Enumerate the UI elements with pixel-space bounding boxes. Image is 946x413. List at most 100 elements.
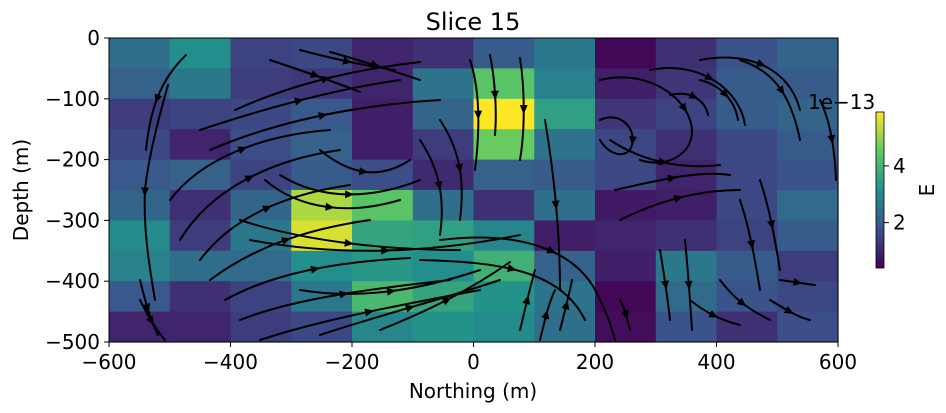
heatmap-cell: [595, 281, 657, 313]
heatmap-cell: [352, 129, 414, 161]
streamline: [239, 279, 451, 321]
y-tick-label: −300: [45, 208, 100, 232]
heatmap-cell: [109, 311, 171, 343]
stream-arrow: [783, 305, 794, 314]
heatmap-cell: [109, 68, 171, 100]
streamline: [599, 76, 693, 164]
streamline: [599, 116, 634, 156]
heatmap-cell: [230, 311, 292, 343]
heatmap-cell: [412, 68, 475, 100]
heatmap-cell: [473, 220, 535, 252]
stream-arrow: [145, 315, 154, 326]
heatmap-cell: [777, 250, 839, 282]
heatmap-cell: [595, 68, 657, 100]
stream-arrow: [629, 136, 637, 146]
heatmap-cell: [777, 38, 839, 69]
heatmap-cell: [655, 38, 718, 69]
heatmap-cell: [169, 250, 232, 282]
y-axis: 0 −100 −200 −300 −400 −500: [45, 26, 109, 354]
heatmap-cell: [777, 129, 839, 161]
heatmap-cell: [230, 129, 292, 161]
stream-arrow: [661, 280, 669, 290]
stream-arrow: [441, 297, 452, 306]
heatmap-cell: [230, 220, 292, 252]
stream-arrow: [381, 246, 391, 255]
stream-arrow: [237, 146, 248, 154]
heatmap-cell: [169, 68, 232, 100]
heatmap-cell: [412, 159, 475, 191]
stream-arrow: [405, 304, 415, 313]
heatmap-cell: [291, 129, 353, 161]
x-tick-label: 200: [576, 350, 614, 374]
heatmap-cell: [595, 159, 657, 191]
stream-arrow: [776, 85, 785, 96]
heatmap-cell: [777, 220, 839, 252]
heatmap-cells: [109, 38, 839, 343]
heatmap-cell: [109, 129, 171, 161]
stream-arrow: [678, 102, 687, 113]
stream-arrow: [704, 72, 714, 81]
heatmap-cell: [230, 190, 292, 221]
heatmap-cell: [473, 311, 535, 343]
heatmap-cell: [109, 98, 171, 130]
heatmap-cell: [777, 281, 839, 313]
x-tick-label: −400: [203, 350, 258, 374]
heatmap-cell: [169, 159, 232, 191]
stream-arrow: [522, 295, 531, 305]
streamline: [249, 234, 521, 252]
heatmap-cell: [109, 281, 171, 313]
stream-arrow: [667, 174, 677, 183]
stream-arrow: [747, 239, 755, 250]
heatmap-cell: [169, 98, 232, 130]
heatmap-cell: [534, 159, 596, 191]
streamline: [239, 219, 461, 251]
stream-arrow: [688, 91, 699, 99]
stream-arrow: [310, 70, 320, 78]
colorbar-offset-label: 1e−13: [808, 90, 875, 114]
heatmap-cell: [291, 250, 353, 282]
heatmap-cell: [109, 190, 171, 221]
heatmap-cell: [109, 250, 171, 282]
heatmap-cell: [109, 38, 171, 69]
stream-arrow: [345, 190, 355, 199]
colorbar-label: E: [915, 184, 939, 197]
stream-arrow: [684, 280, 693, 290]
stream-arrow: [673, 195, 684, 203]
heatmap-cell: [534, 68, 596, 100]
stream-arrow: [154, 93, 163, 104]
y-tick-label: 0: [87, 26, 100, 50]
heatmap-cell: [716, 250, 778, 282]
streamline: [419, 259, 586, 321]
stream-arrow: [546, 245, 557, 254]
colorbar-tick-label: 4: [893, 154, 906, 178]
heatmap-cell: [595, 190, 657, 221]
streamline: [169, 129, 331, 201]
stream-arrow: [281, 237, 291, 245]
heatmap-cell: [655, 311, 718, 343]
stream-arrow: [658, 157, 668, 166]
stream-arrow: [792, 278, 803, 286]
stream-arrows: [141, 56, 836, 326]
stream-arrow: [490, 90, 499, 100]
streamline: [224, 257, 411, 301]
heatmap-cell: [412, 250, 475, 282]
heatmap-cell: [777, 190, 839, 221]
stream-arrow: [358, 167, 369, 176]
stream-arrow: [262, 205, 272, 214]
colorbar-tick-label: 2: [893, 211, 906, 235]
x-tick-label: 400: [697, 350, 735, 374]
heatmap-cell: [595, 38, 657, 69]
heatmap-cell: [716, 129, 778, 161]
heatmap-cell: [109, 159, 171, 191]
y-tick-label: −400: [45, 269, 100, 293]
heatmap-cell: [777, 311, 839, 343]
streamline: [739, 59, 801, 141]
stream-arrow: [370, 60, 380, 68]
stream-arrow: [551, 200, 560, 210]
heatmap-cell: [291, 38, 353, 69]
stream-arrow: [318, 112, 328, 121]
stream-arrow: [455, 163, 463, 173]
stream-arrow: [827, 134, 836, 145]
heatmap-cell: [534, 190, 596, 221]
stream-arrow: [474, 110, 483, 120]
